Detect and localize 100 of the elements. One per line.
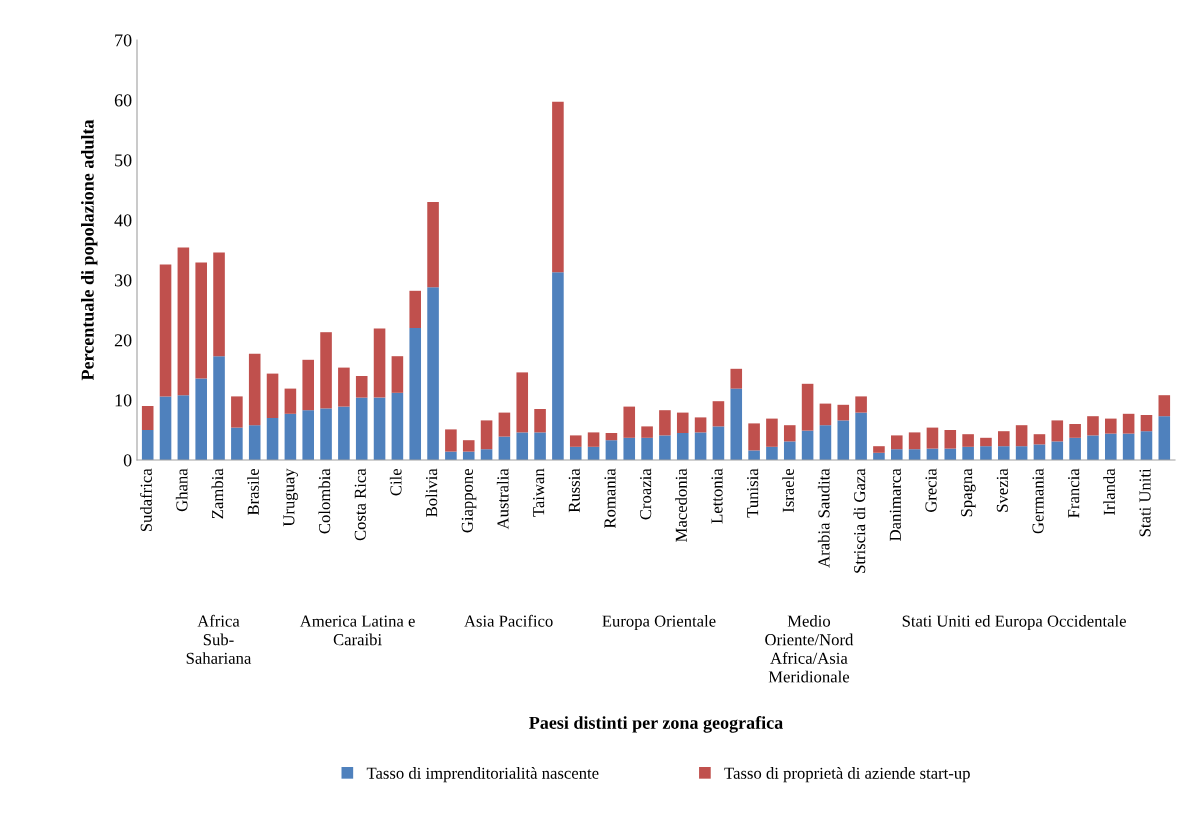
bar (819, 403, 832, 426)
bar (801, 383, 814, 431)
bar (552, 272, 564, 460)
bar (552, 101, 564, 273)
bar (694, 432, 707, 460)
bar (569, 446, 582, 460)
bar (266, 373, 279, 418)
text: Africa Sub- Sahariana (186, 614, 252, 664)
x-tick-label: Russia (568, 468, 580, 513)
bar (890, 435, 903, 450)
bar (338, 406, 350, 460)
bar (712, 426, 725, 460)
bar (855, 396, 867, 413)
bar (783, 441, 796, 460)
bar (641, 437, 653, 460)
bar (605, 433, 618, 441)
bar (266, 418, 279, 460)
bar (498, 412, 511, 437)
bar (195, 378, 207, 460)
x-tick-label: Lettonia (711, 468, 723, 524)
x-tick-label: Grecia (925, 468, 937, 513)
y-tick-label: 40 (114, 214, 132, 227)
bar (1015, 425, 1028, 447)
bar (783, 425, 796, 442)
y-tick-label: 70 (115, 34, 132, 47)
x-tick-label: Svezia (996, 468, 1008, 512)
bar (534, 409, 546, 433)
x-tick-label: Australia (496, 468, 509, 530)
bar (1087, 416, 1099, 436)
bar (231, 396, 243, 428)
y-tick-label: 60 (114, 94, 132, 107)
bar (605, 440, 618, 460)
x-tick-label: Arabia Saudita (817, 468, 830, 568)
x-tick-label: Cile (389, 468, 402, 496)
bar (730, 388, 743, 460)
bar (177, 395, 190, 460)
bar (659, 435, 671, 460)
legend-label: Tasso di proprietà di aziende start-up (724, 767, 970, 783)
x-tick-label: Ghana (175, 468, 188, 512)
bar (980, 446, 992, 460)
bar (302, 359, 315, 411)
bar (248, 425, 261, 460)
bar (1069, 424, 1081, 438)
x-tick-label: Zambia (211, 468, 224, 519)
bar (659, 410, 671, 436)
bar (623, 406, 636, 438)
bar (676, 433, 689, 460)
bar (1122, 433, 1135, 460)
bar (159, 264, 172, 397)
bar (801, 430, 814, 460)
bar (819, 425, 832, 460)
bar (373, 397, 386, 460)
bar (534, 432, 546, 460)
y-tick-label: 0 (123, 454, 132, 467)
bar (302, 410, 315, 460)
x-tick-label: Costa Rica (354, 468, 366, 541)
bar (284, 388, 297, 414)
x-tick-label: Germania (1032, 468, 1044, 534)
bar (141, 406, 154, 430)
x-tick-label: Irlanda (1103, 468, 1115, 515)
bar (195, 262, 207, 379)
x-tick-label: Israele (782, 468, 794, 513)
bar (320, 408, 332, 460)
bar (587, 432, 600, 447)
bar (320, 332, 332, 409)
x-tick-label: Macedonia (675, 468, 687, 542)
y-axis-title: Percentuale di popolazione adulta (81, 119, 98, 381)
bar (248, 353, 261, 426)
bar (427, 287, 439, 460)
y-tick-label: 30 (114, 274, 132, 287)
bar (409, 328, 422, 460)
bar (944, 430, 957, 449)
bar (177, 247, 190, 396)
bar (409, 290, 422, 328)
bar (1051, 420, 1064, 442)
bar (837, 404, 850, 421)
text: Paesi distinti per zona geografica (529, 716, 783, 733)
x-tick-label: Danimarca (889, 468, 901, 541)
x-tick-label: Striscia di Gaza (853, 468, 866, 573)
bar (213, 252, 225, 357)
bar (569, 435, 582, 447)
bar (1140, 415, 1153, 432)
bar (1051, 441, 1064, 460)
bar (1033, 444, 1046, 460)
bar (766, 446, 778, 460)
legend-label: Tasso di imprenditorialità nascente (366, 767, 599, 783)
text: Medio Oriente/Nord Africa/Asia Meridionale (765, 615, 854, 683)
bar (1140, 431, 1153, 460)
x-tick-label: Brasile (247, 468, 259, 516)
bar (1105, 418, 1117, 434)
bar (712, 401, 725, 427)
y-tick-label: 20 (114, 334, 132, 347)
bar (355, 397, 368, 460)
bar (1158, 395, 1171, 417)
bar (641, 426, 653, 438)
bar (1069, 437, 1081, 460)
bar (159, 396, 172, 460)
bar (873, 446, 885, 453)
bar (730, 368, 743, 389)
bar (516, 372, 529, 433)
